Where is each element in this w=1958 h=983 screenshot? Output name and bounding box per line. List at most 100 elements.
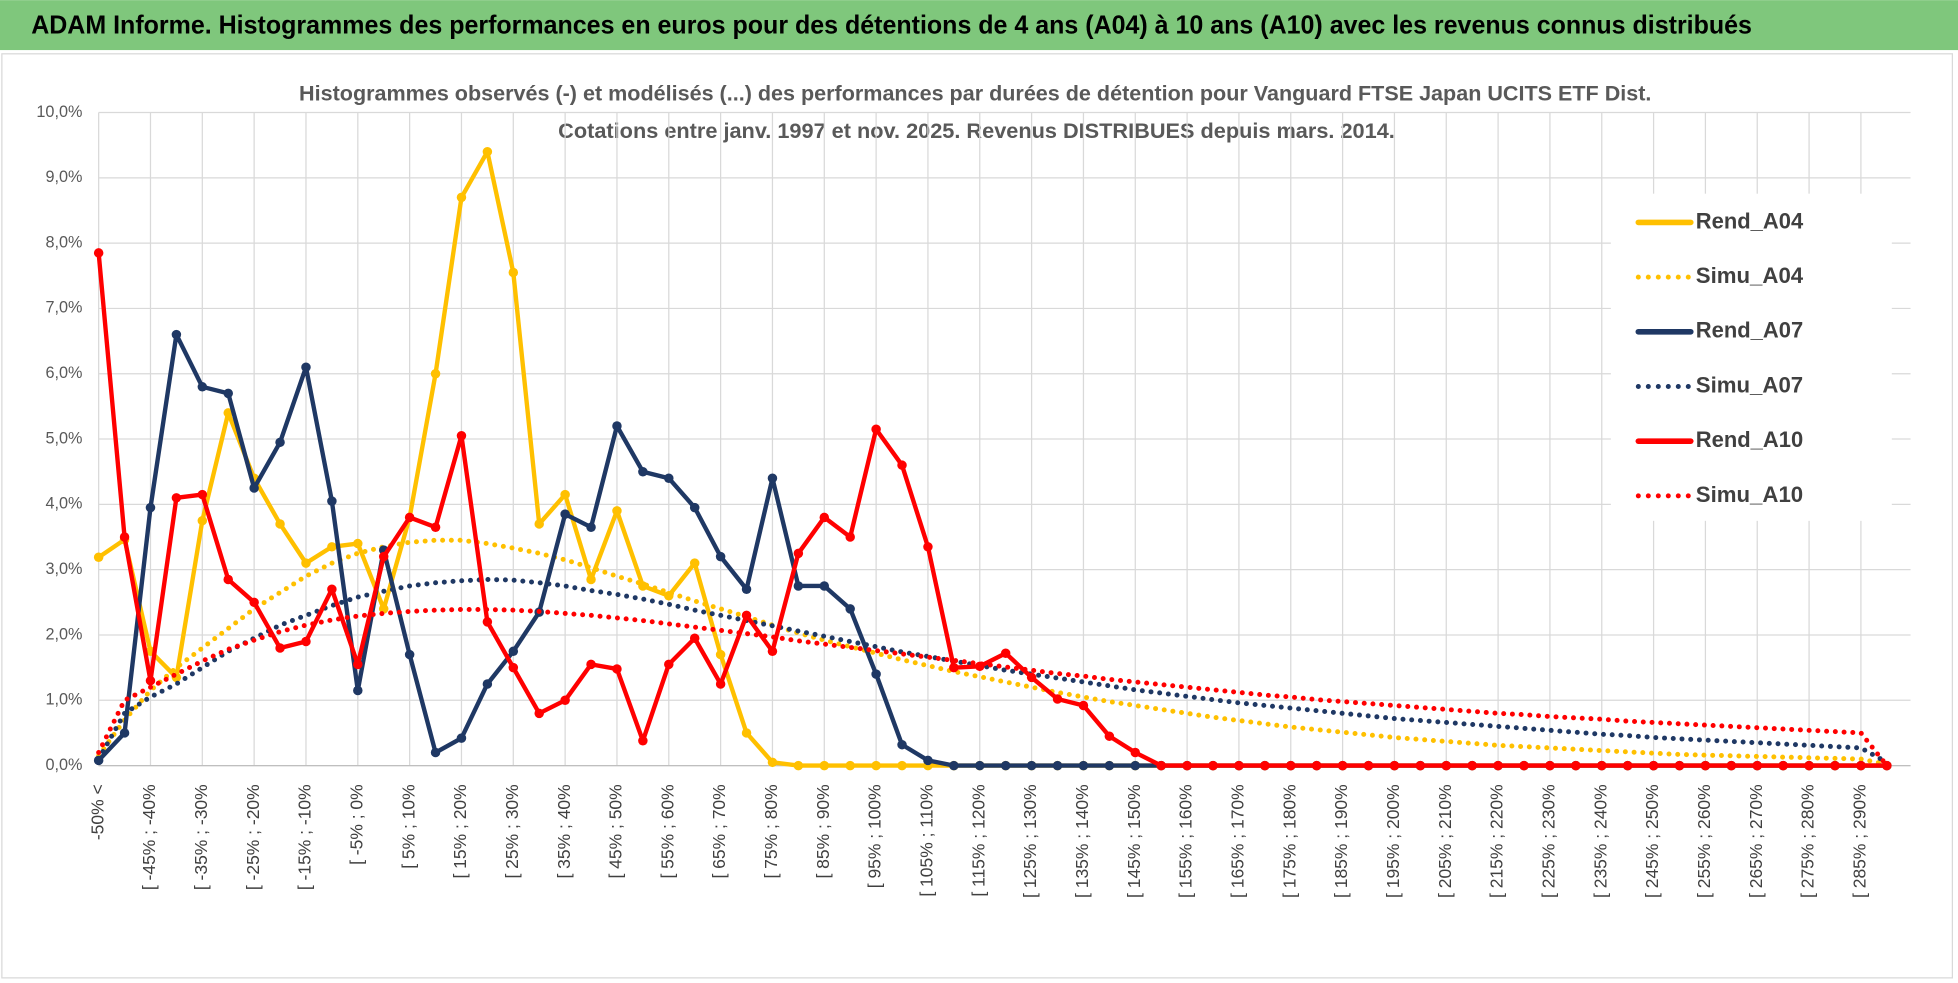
point-marker: [1130, 760, 1141, 771]
point-marker: [689, 633, 700, 643]
point-marker: [1078, 700, 1089, 711]
x-tick-label: [ 65% ; 70%: [709, 784, 729, 878]
x-tick-label: [ -45% ; -40%: [139, 784, 159, 890]
legend-label: Simu_A07: [1696, 372, 1803, 397]
y-tick-label: 2,0%: [45, 625, 82, 643]
y-tick-label: 7,0%: [45, 299, 82, 317]
x-tick-label: [ 215% ; 220%: [1487, 784, 1507, 898]
x-tick-label: [ 255% ; 260%: [1694, 784, 1714, 898]
x-tick-label: [ 35% ; 40%: [554, 784, 574, 878]
point-marker: [1182, 760, 1192, 771]
point-marker: [534, 708, 544, 719]
point-marker: [197, 382, 208, 392]
y-tick-label: 3,0%: [45, 560, 82, 578]
point-marker: [897, 739, 907, 750]
y-tick-label: 1,0%: [45, 691, 82, 709]
point-marker: [715, 551, 726, 562]
x-tick-label: [ -35% ; -30%: [191, 784, 211, 890]
point-marker: [1052, 760, 1063, 771]
point-marker: [793, 760, 804, 771]
point-marker: [1104, 731, 1115, 741]
point-marker: [560, 489, 570, 500]
series-line: [96, 537, 1890, 767]
point-marker: [1156, 760, 1166, 771]
point-marker: [353, 659, 363, 670]
point-marker: [456, 431, 467, 441]
point-marker: [1752, 760, 1762, 771]
point-marker: [715, 649, 726, 660]
point-marker: [482, 617, 493, 627]
point-marker: [430, 522, 441, 532]
legend-background: [1610, 193, 1892, 521]
plot: [93, 146, 1892, 771]
point-marker: [949, 760, 959, 771]
x-tick-label: [ 265% ; 270%: [1746, 784, 1766, 898]
point-marker: [1026, 760, 1037, 771]
point-marker: [508, 662, 519, 673]
x-tick-label: [ 95% ; 100%: [865, 784, 885, 888]
point-marker: [845, 532, 855, 542]
point-marker: [845, 760, 855, 771]
x-tick-label: [ 15% ; 20%: [450, 784, 470, 878]
point-marker: [664, 473, 674, 483]
point-marker: [741, 584, 752, 595]
point-marker: [1337, 760, 1348, 771]
point-marker: [741, 610, 752, 621]
point-marker: [560, 695, 570, 706]
point-marker: [767, 757, 778, 768]
x-tick-label: [ 175% ; 180%: [1279, 784, 1299, 898]
point-marker: [1856, 760, 1866, 771]
y-tick-label: 6,0%: [45, 364, 82, 382]
point-marker: [534, 519, 544, 529]
point-marker: [482, 679, 493, 689]
point-marker: [378, 551, 389, 562]
point-marker: [819, 760, 830, 771]
point-marker: [1674, 760, 1685, 771]
point-marker: [171, 329, 182, 340]
point-marker: [1493, 760, 1503, 771]
point-marker: [1830, 760, 1840, 771]
point-marker: [1104, 760, 1115, 771]
point-marker: [612, 664, 622, 674]
point-marker: [741, 728, 752, 738]
point-marker: [638, 736, 648, 746]
point-marker: [1467, 760, 1477, 771]
point-marker: [560, 509, 570, 519]
x-tick-label: [ 25% ; 30%: [502, 784, 522, 878]
point-marker: [145, 502, 156, 513]
y-tick-label: 9,0%: [45, 168, 82, 186]
point-marker: [819, 581, 830, 591]
point-marker: [845, 604, 855, 614]
y-tick-label: 4,0%: [45, 495, 82, 513]
point-marker: [586, 574, 596, 585]
point-marker: [1597, 760, 1607, 771]
x-tick-label: [ 135% ; 140%: [1072, 784, 1092, 898]
point-marker: [119, 728, 130, 738]
point-marker: [1078, 760, 1089, 771]
x-tick-label: [ -25% ; -20%: [243, 784, 263, 890]
point-marker: [482, 146, 493, 157]
point-marker: [1311, 760, 1322, 771]
x-tick-label: -50% <: [87, 784, 107, 840]
point-marker: [171, 493, 182, 503]
legend-label: Rend_A10: [1696, 427, 1803, 452]
point-marker: [275, 643, 285, 653]
point-marker: [1882, 760, 1892, 771]
x-tick-label: [ 245% ; 250%: [1642, 784, 1662, 898]
header-bar: [0, 0, 1958, 51]
point-marker: [1622, 760, 1633, 771]
point-marker: [1000, 648, 1011, 659]
legend-label: Rend_A04: [1696, 208, 1804, 233]
point-marker: [1363, 760, 1374, 771]
legend-label: Simu_A04: [1696, 263, 1804, 288]
point-marker: [404, 512, 415, 523]
x-tick-label: [ 195% ; 200%: [1383, 784, 1403, 898]
chart-subtitle: Cotations entre janv. 1997 et nov. 2025.…: [558, 120, 1395, 143]
x-tick-label: [ 55% ; 60%: [657, 784, 677, 878]
x-tick-label: [ 75% ; 80%: [761, 784, 781, 878]
point-marker: [223, 574, 233, 585]
point-marker: [301, 558, 311, 568]
point-marker: [275, 437, 285, 448]
point-marker: [1571, 760, 1581, 771]
x-tick-label: [ 225% ; 230%: [1539, 784, 1559, 898]
